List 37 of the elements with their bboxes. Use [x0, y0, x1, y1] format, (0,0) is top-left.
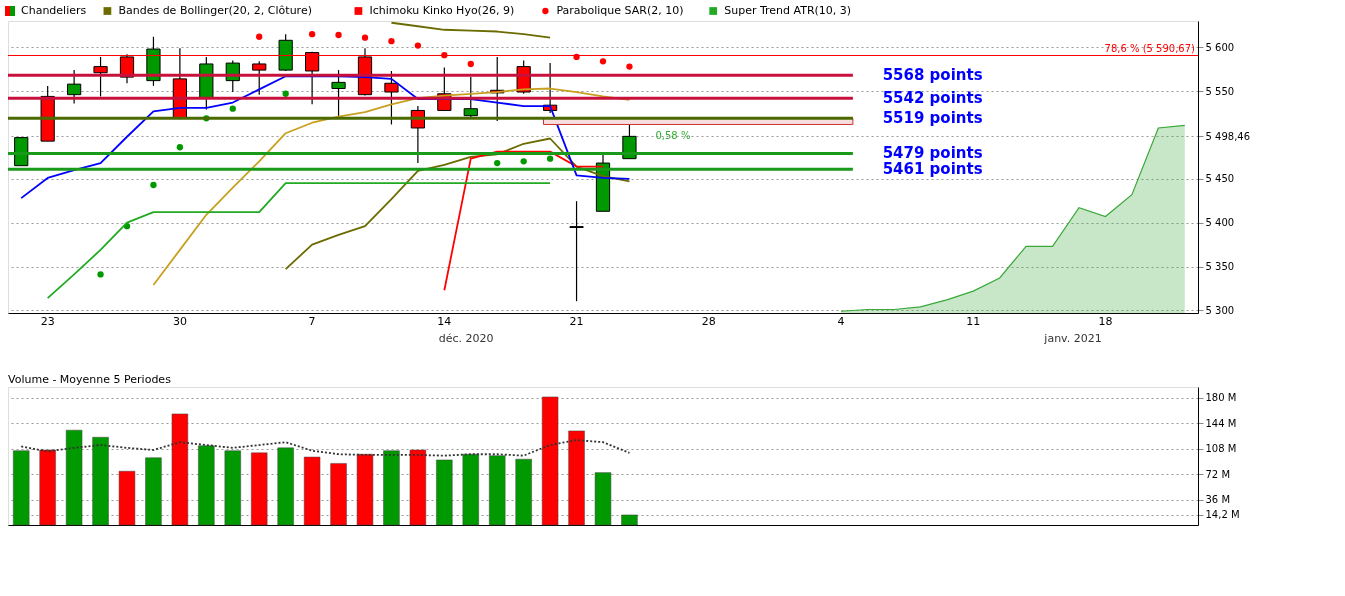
x-tick-label: 23: [40, 314, 55, 328]
x-tick-label: 28: [701, 314, 716, 328]
ref-line-label: 5568 points: [882, 66, 983, 85]
legend-label: Chandeliers: [21, 4, 87, 17]
x-tick-label: 18: [1098, 314, 1113, 328]
x-tick-label: 11: [966, 314, 981, 328]
ref-line-label: 78,6 % (5 590,67): [1104, 43, 1196, 55]
y-tick-label: 5 600: [1205, 41, 1235, 53]
ref-line-label: 5479 points: [882, 144, 983, 163]
x-tick-label: 4: [837, 314, 845, 328]
x-tick-label: 7: [308, 314, 316, 328]
x-tick-label: 30: [172, 314, 187, 328]
ref-line-label: 5461 points: [882, 160, 983, 179]
y-tick-label: 5 300: [1205, 304, 1235, 316]
legend-label: Super Trend ATR(10, 3): [724, 4, 852, 17]
y-tick-label: 5 498,46: [1205, 130, 1251, 142]
y-tick-label: 180 M: [1205, 392, 1237, 404]
y-tick-label: 5 350: [1205, 261, 1235, 273]
text: janv. 2021: [1043, 332, 1102, 345]
legend-label: Ichimoku Kinko Hyo(26, 9): [369, 4, 515, 17]
legend-label: Bandes de Bollinger(20, 2, Clôture): [118, 4, 312, 17]
x-tick-label: 14: [437, 314, 452, 328]
chart-title: Volume - Moyenne 5 Periodes: [8, 373, 172, 386]
y-tick-label: 14,2 M: [1205, 509, 1240, 521]
x-tick-label: 21: [569, 314, 584, 328]
ref-line-label: 5519 points: [882, 109, 983, 128]
legend-label: Parabolique SAR(2, 10): [556, 4, 684, 17]
y-tick-label: 36 M: [1205, 494, 1231, 506]
y-tick-label: 144 M: [1205, 417, 1237, 429]
y-tick-label: 72 M: [1205, 468, 1231, 480]
y-tick-label: 5 450: [1205, 173, 1235, 185]
ref-line-label: 5542 points: [882, 89, 983, 108]
annotation: 0,58 %: [655, 130, 691, 142]
y-tick-label: 108 M: [1205, 443, 1237, 455]
y-tick-label: 5 550: [1205, 85, 1235, 97]
text: déc. 2020: [438, 332, 494, 345]
y-tick-label: 5 400: [1205, 217, 1235, 229]
